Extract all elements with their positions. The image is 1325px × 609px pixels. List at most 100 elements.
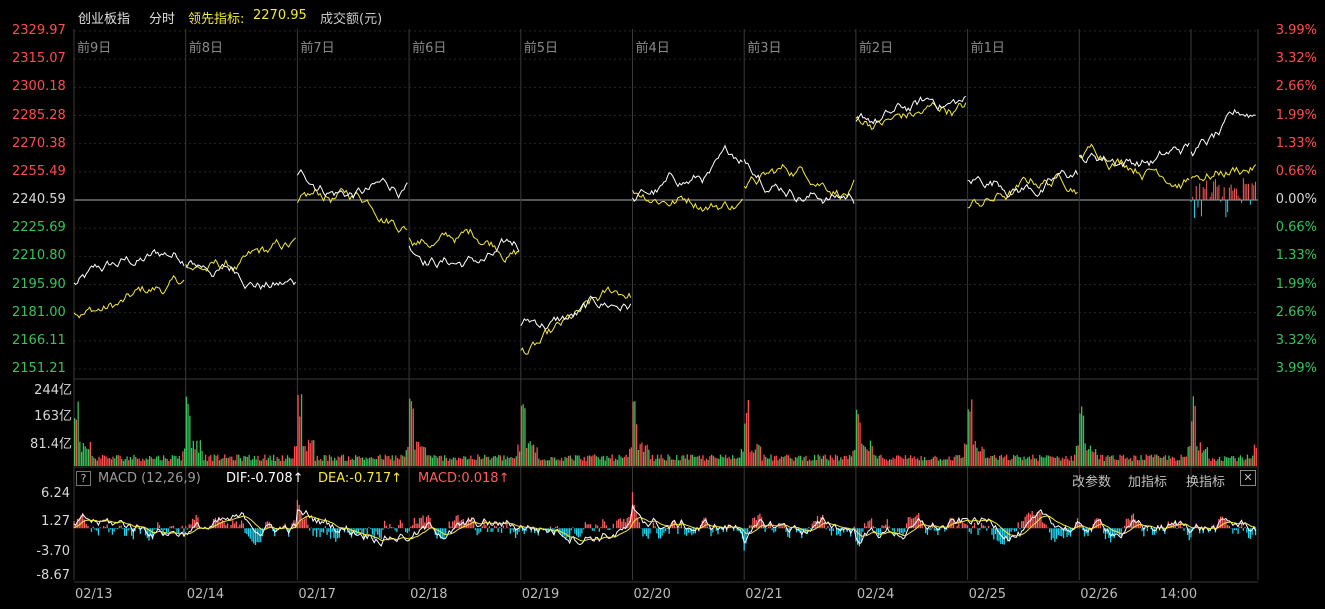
close-icon[interactable]: ✕ [1240,470,1256,486]
volume-bar [1163,456,1165,466]
volume-bar [135,456,137,466]
volume-bar [986,457,989,466]
volume-bar [112,456,114,466]
time-label: 02/17 [298,587,336,602]
volume-bar [845,455,847,466]
volume-bar [681,455,683,466]
volume-bar [407,446,409,466]
volume-bar [367,458,369,466]
volume-bar [314,460,317,466]
volume-bar [482,458,484,466]
volume-bar [698,455,701,466]
macd-name[interactable]: MACD (12,26,9) [98,471,201,486]
volume-bar [597,457,599,466]
price-tick: 2285.28 [12,107,66,123]
volume-bar [170,459,172,466]
volume-bar [1245,459,1247,466]
volume-bar [185,396,187,466]
volume-bar [1086,450,1088,466]
volume-bar [562,460,564,466]
volume-bar [958,455,961,466]
mode-label[interactable]: 分时 [149,12,176,27]
volume-bar [536,447,538,466]
volume-bar [475,459,477,466]
volume-bar [1074,454,1076,466]
volume-bar [405,450,407,466]
volume-bar [1058,457,1060,466]
volume-bar [194,449,196,466]
volume-bar [667,454,669,466]
dea-line [73,515,1256,542]
volume-bar [1220,460,1222,466]
price-tick: 2300.18 [12,79,66,95]
volume-bar [728,456,730,466]
volume-bar [578,455,580,466]
volume-bar [1021,460,1023,466]
volume-bar [1009,460,1011,466]
volume-bar [915,459,917,466]
volume-bar [1185,456,1187,466]
volume-bar [342,454,345,466]
volume-bar [878,455,880,466]
volume-bar [388,455,390,466]
volume-bar [1225,457,1228,466]
percent-tick: 1.33% [1275,248,1317,264]
volume-bar [386,456,388,466]
volume-bar [896,455,898,466]
volume-bar [695,456,697,466]
volume-bar [702,455,704,466]
volume-bar [1147,456,1149,466]
day-label: 前7日 [300,41,335,56]
volume-bar [1238,457,1240,466]
volume-bar [492,456,495,466]
volume-bar [75,419,77,466]
volume-bar [700,458,702,466]
volume-bar [157,455,160,466]
volume-bar [498,455,500,466]
volume-bar [225,457,228,466]
help-icon[interactable]: ? [76,471,91,486]
volume-bar [274,461,276,466]
macd-tick: -8.67 [36,568,70,583]
volume-bar [833,459,835,466]
volume-bar [868,451,870,466]
volume-bar [1089,445,1092,466]
volume-bar [957,455,959,466]
volume-bar [995,457,997,466]
volume-bar [889,459,891,466]
volume-bar [203,460,205,466]
volume-bar [428,455,430,466]
change-params-button[interactable]: 改参数 [1072,475,1112,490]
volume-bar [131,459,133,466]
volume-bar [744,423,746,466]
volume-bar [686,454,688,466]
macd-header: ? MACD (12,26,9) DIF:-0.708↑ DEA:-0.717↑… [74,468,1258,490]
volume-bar [168,461,170,466]
volume-bar [512,457,514,466]
volume-bar [1002,457,1004,466]
volume-bar [1253,444,1256,466]
volume-bar [1013,455,1015,466]
volume-bar [765,456,767,466]
volume-bar [430,455,432,466]
add-indicator-button[interactable]: 加指标 [1128,475,1168,490]
volume-bar [1014,456,1016,466]
volume-bar [967,409,969,466]
volume-bar [299,416,301,466]
volume-bar [522,404,524,466]
volume-bar [313,440,315,466]
volume-bar [953,456,955,466]
volume-bar [714,457,716,466]
volume-bar [395,455,397,466]
volume-bar [337,456,339,466]
volume-bar [709,456,711,466]
volume-bar [1102,455,1104,466]
volume-bar [1079,413,1081,466]
volume-bar [1128,459,1130,466]
index-name[interactable]: 创业板指 [78,12,131,27]
volume-bar [1189,446,1191,466]
switch-indicator-button[interactable]: 换指标 [1186,475,1226,490]
volume-bar [1166,460,1168,466]
volume-bar [875,455,877,466]
